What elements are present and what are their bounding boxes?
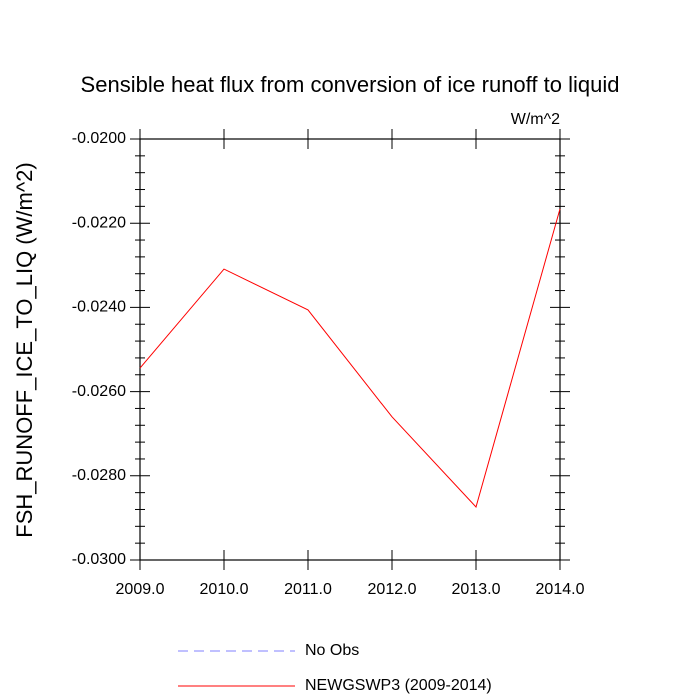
y-tick-label: -0.0200 — [72, 130, 126, 147]
x-tick-label: 2010.0 — [200, 581, 249, 598]
x-tick-label: 2014.0 — [536, 581, 585, 598]
plot-frame — [139, 138, 561, 561]
y-tick-label: -0.0260 — [72, 383, 126, 400]
x-tick-label: 2011.0 — [284, 581, 332, 598]
legend-label: No Obs — [305, 642, 359, 659]
units-label: W/m^2 — [511, 111, 560, 128]
series-line — [139, 208, 561, 508]
y-tick-label: -0.0240 — [72, 299, 126, 316]
y-tick-label: -0.0300 — [72, 551, 126, 568]
x-tick-label: 2013.0 — [452, 581, 501, 598]
x-tick-label: 2009.0 — [116, 581, 165, 598]
y-axis-label: FSH_RUNOFF_ICE_TO_LIQ (W/m^2) — [12, 162, 37, 537]
chart-title: Sensible heat flux from conversion of ic… — [81, 72, 620, 97]
y-tick-label: -0.0280 — [72, 467, 126, 484]
x-tick-label: 2012.0 — [368, 581, 417, 598]
y-tick-label: -0.0220 — [72, 214, 126, 231]
legend-label: NEWGSWP3 (2009-2014) — [305, 677, 492, 694]
